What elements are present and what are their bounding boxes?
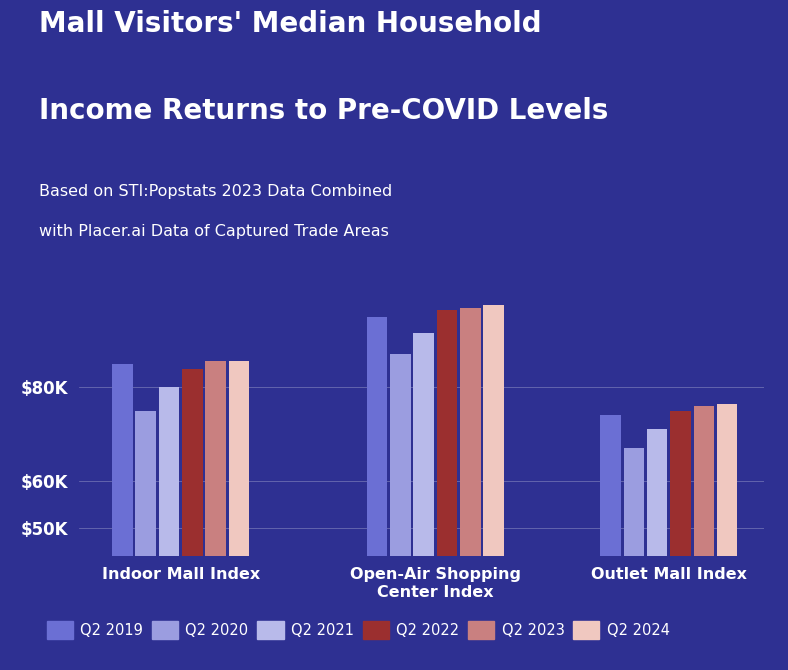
Bar [182, 369, 203, 670]
Bar [623, 448, 644, 670]
Text: Income Returns to Pre-COVID Levels: Income Returns to Pre-COVID Levels [39, 97, 609, 125]
Bar [136, 411, 156, 670]
Bar [390, 354, 411, 670]
Text: Mall Visitors' Median Household: Mall Visitors' Median Household [39, 10, 542, 38]
Text: with Placer.ai Data of Captured Trade Areas: with Placer.ai Data of Captured Trade Ar… [39, 224, 389, 239]
Bar [437, 310, 457, 670]
Legend: Q2 2019, Q2 2020, Q2 2021, Q2 2022, Q2 2023, Q2 2024: Q2 2019, Q2 2020, Q2 2021, Q2 2022, Q2 2… [46, 621, 670, 639]
Bar [600, 415, 621, 670]
Bar [460, 308, 481, 670]
Text: Based on STI:Popstats 2023 Data Combined: Based on STI:Popstats 2023 Data Combined [39, 184, 392, 199]
Bar [671, 411, 691, 670]
Bar [717, 403, 738, 670]
Bar [158, 387, 180, 670]
Bar [206, 362, 226, 670]
Bar [229, 362, 249, 670]
Bar [414, 334, 434, 670]
Bar [366, 317, 387, 670]
Bar [647, 429, 667, 670]
Bar [112, 364, 132, 670]
Bar [693, 406, 714, 670]
Bar [484, 306, 504, 670]
